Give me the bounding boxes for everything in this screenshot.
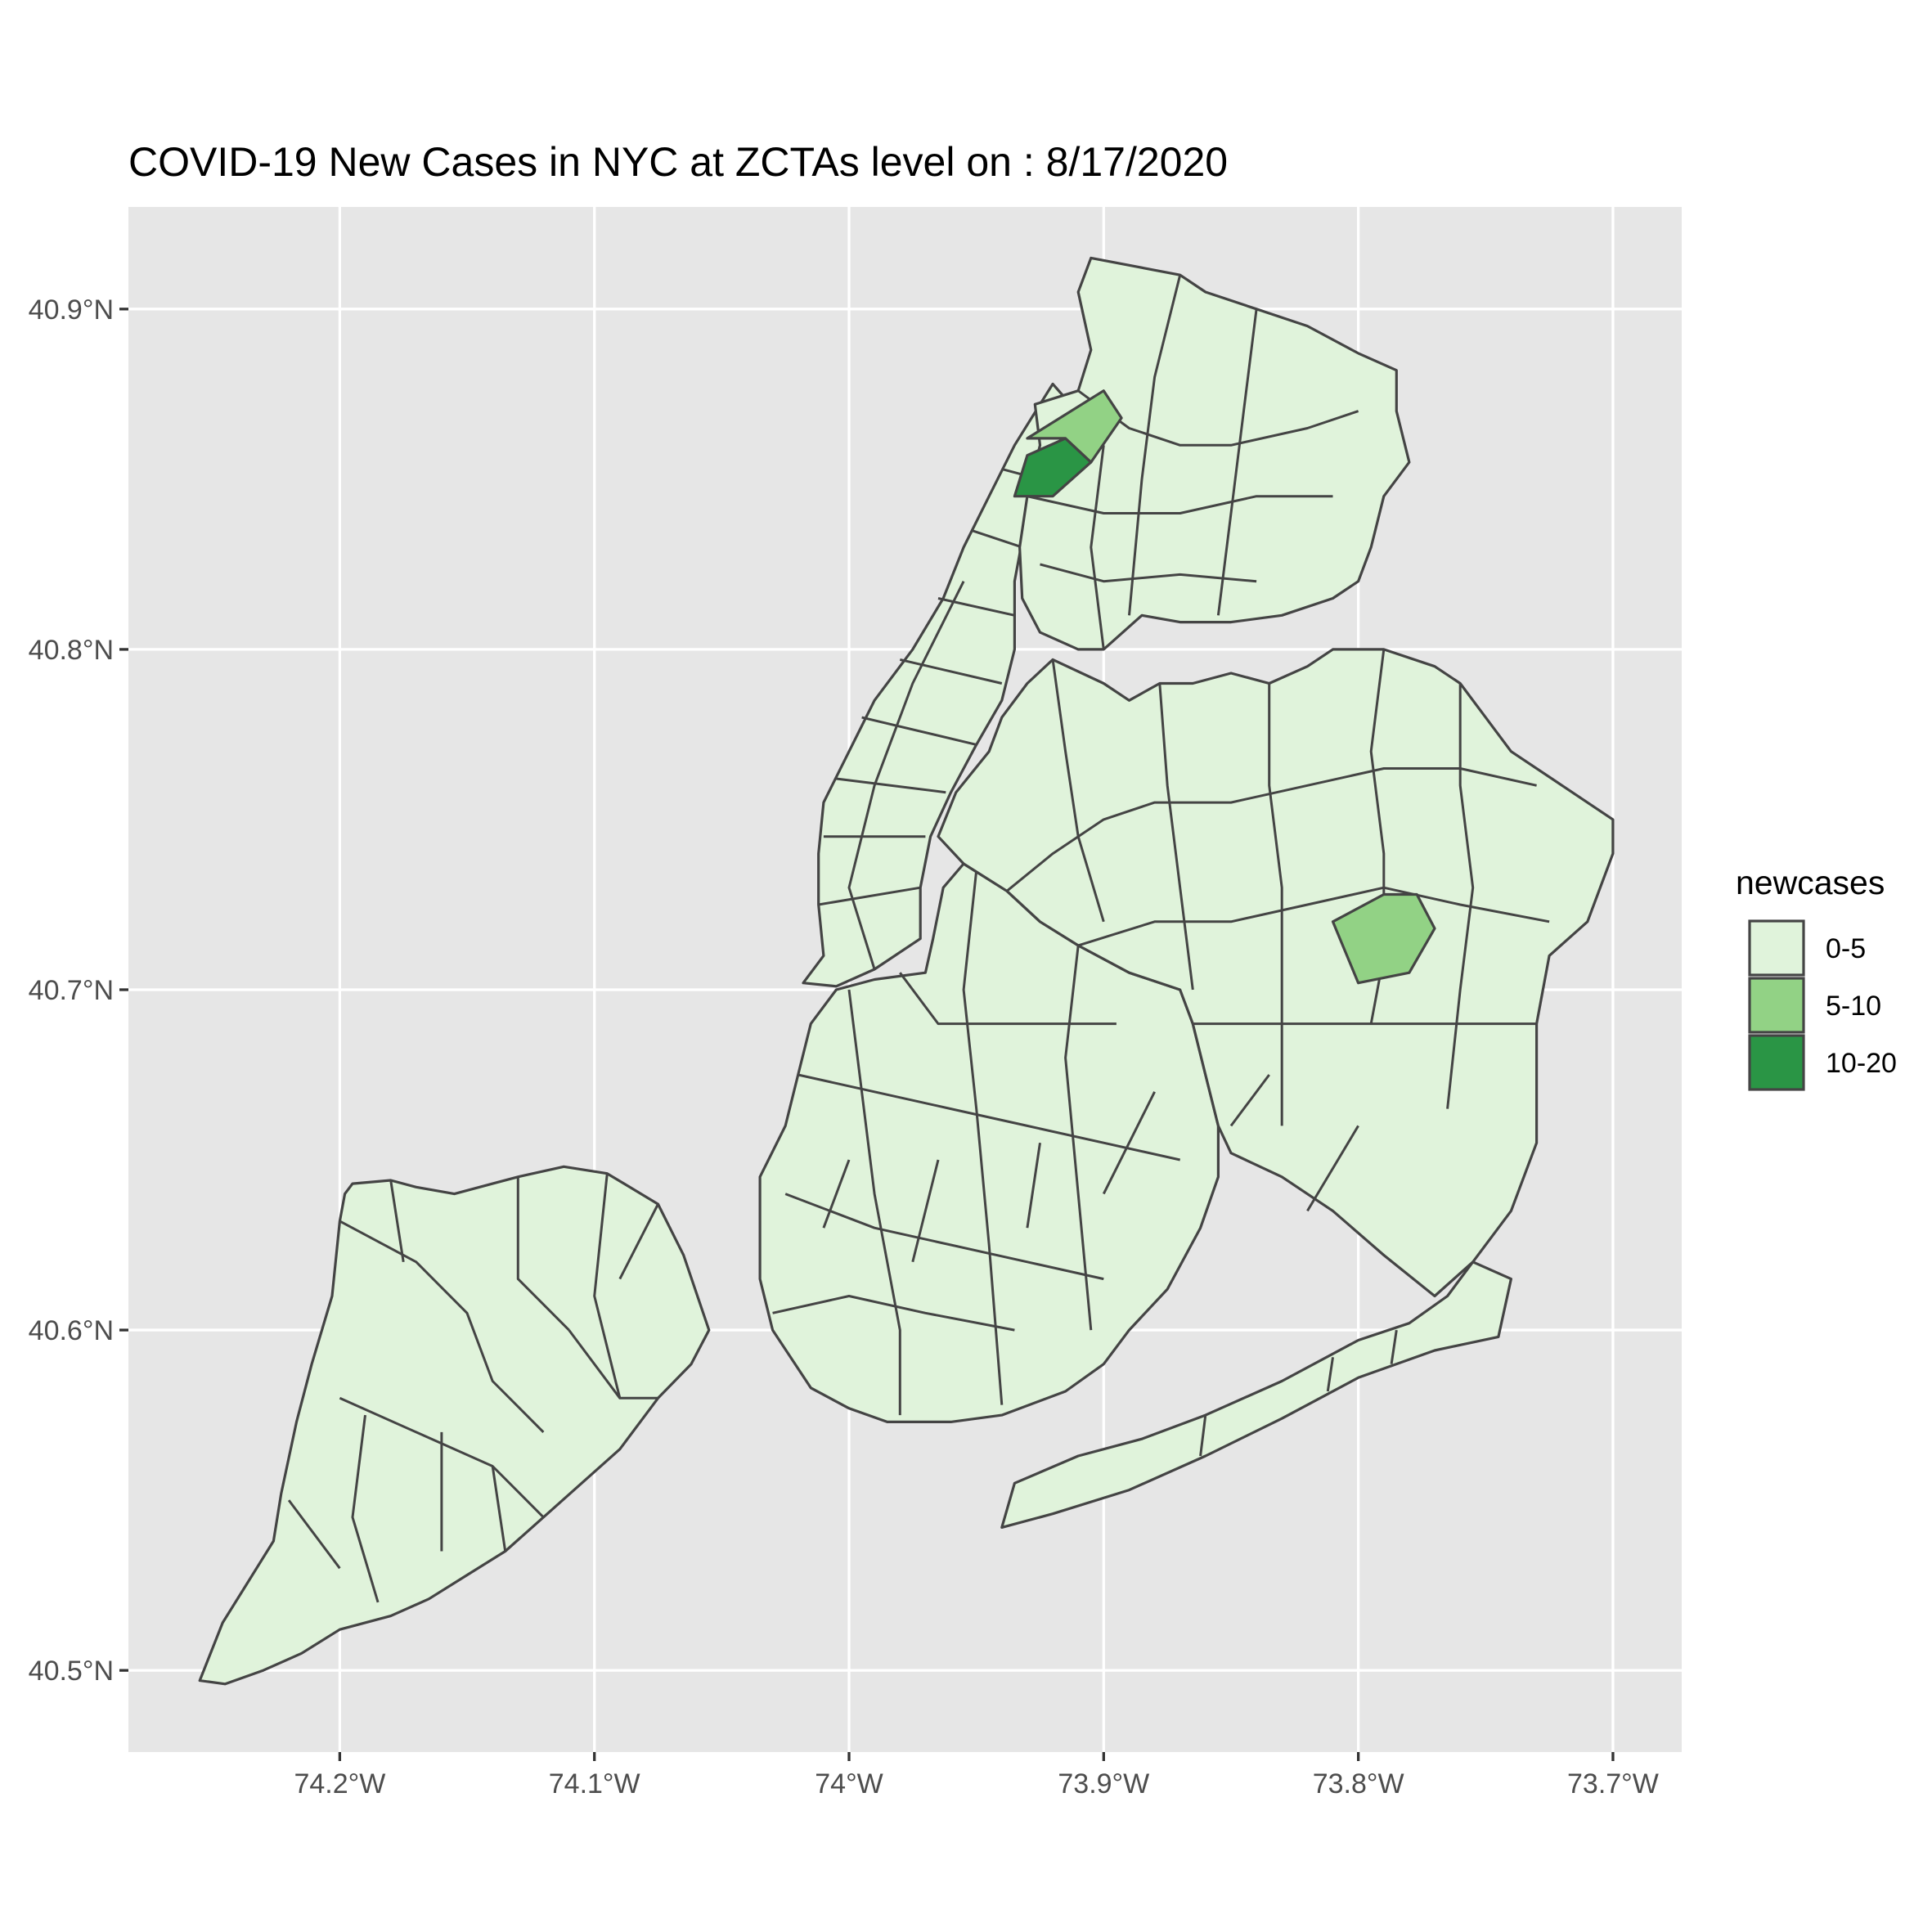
zcta-region	[1018, 256, 1411, 651]
zcta-boundary	[516, 1176, 570, 1332]
zcta-boundary	[847, 581, 965, 970]
zcta-boundary	[1306, 1125, 1359, 1212]
y-axis: 40.9°N 40.8°N 40.7°N 40.6°N 40.5°N	[29, 294, 128, 1687]
zcta-boundary	[1268, 683, 1283, 1126]
x-tick-label: 74.1°W	[549, 1768, 640, 1799]
zcta-boundary	[593, 1173, 622, 1399]
legend-label: 0-5	[1826, 933, 1866, 964]
zcta-boundary	[351, 1414, 380, 1603]
y-tick-label: 40.5°N	[29, 1656, 114, 1687]
legend-item: 10-20	[1748, 1034, 1897, 1091]
x-axis: 74.2°W 74.1°W 74°W 73.9°W 73.8°W 73.7°W	[294, 1752, 1659, 1799]
zcta-boundary	[822, 1159, 851, 1229]
zcta-boundary	[1027, 495, 1333, 514]
zcta-boundary	[1229, 1074, 1270, 1127]
legend-key	[1748, 919, 1805, 977]
zcta-boundary	[1446, 683, 1475, 1109]
legend-title: newcases	[1736, 864, 1885, 901]
legend-item: 5-10	[1748, 977, 1881, 1034]
zcta-regions	[198, 256, 1615, 1686]
zcta-group	[937, 648, 1615, 1298]
zcta-boundary	[1128, 274, 1182, 616]
zcta-group	[1018, 256, 1411, 651]
zcta-boundary	[970, 528, 1023, 549]
zcta-boundary	[818, 886, 921, 906]
zcta-boundary	[287, 1499, 341, 1570]
zcta-boundary	[772, 1295, 1015, 1332]
zcta-boundary	[568, 1329, 658, 1400]
legend-key	[1748, 1034, 1805, 1091]
y-tick-label: 40.7°N	[29, 975, 114, 1006]
zcta-boundary	[1216, 308, 1258, 616]
zcta-region	[1000, 1260, 1512, 1529]
zcta-boundary	[491, 1466, 507, 1552]
zcta-group	[1026, 389, 1123, 464]
legend-items: 0-5 5-10 10-20	[1748, 919, 1897, 1091]
zcta-boundary	[1326, 1357, 1334, 1392]
legend-key	[1748, 977, 1805, 1034]
y-tick-label: 40.8°N	[29, 635, 114, 666]
zcta-boundary	[899, 972, 1117, 1026]
zcta-boundary	[836, 777, 946, 794]
zcta-group	[1331, 892, 1436, 985]
zcta-boundary	[1077, 389, 1359, 447]
zcta-boundary	[1199, 1414, 1207, 1457]
x-tick-label: 74.2°W	[294, 1768, 385, 1799]
zcta-region	[1331, 892, 1436, 985]
zcta-group	[1013, 437, 1093, 498]
y-tick-label: 40.6°N	[29, 1315, 114, 1346]
zcta-boundary	[1390, 1329, 1398, 1364]
legend-label: 10-20	[1826, 1048, 1897, 1079]
zcta-boundary	[339, 1220, 545, 1433]
x-tick-label: 73.8°W	[1313, 1768, 1404, 1799]
zcta-boundary	[1077, 886, 1550, 947]
zcta-boundary	[847, 989, 901, 1416]
zcta-group	[758, 862, 1220, 1423]
map-title: COVID-19 New Cases in NYC at ZCTAs level…	[128, 139, 1228, 185]
zcta-boundary	[911, 1159, 940, 1263]
x-tick-label: 73.7°W	[1567, 1768, 1659, 1799]
zcta-boundary	[1051, 659, 1105, 923]
y-tick-label: 40.9°N	[29, 294, 114, 326]
zcta-group	[802, 382, 1072, 988]
zcta-group	[198, 1165, 711, 1686]
zcta-boundary	[861, 716, 977, 746]
zcta-boundary	[1026, 1142, 1041, 1229]
zcta-boundary	[899, 658, 1003, 685]
zcta-boundary	[339, 1396, 545, 1518]
zcta-boundary	[1006, 767, 1537, 892]
zcta-region	[1026, 389, 1123, 464]
zcta-boundary	[937, 597, 1015, 617]
zcta-boundary	[1040, 563, 1257, 583]
legend-item: 0-5	[1748, 919, 1866, 977]
zcta-boundary	[962, 870, 1004, 1405]
zcta-region	[937, 648, 1615, 1298]
legend-label: 5-10	[1826, 991, 1881, 1022]
zcta-region	[1013, 437, 1093, 498]
zcta-boundary	[389, 1179, 405, 1263]
zcta-boundary	[618, 1203, 659, 1280]
zcta-boundary	[1102, 1091, 1156, 1195]
zcta-boundary	[784, 1193, 1104, 1281]
x-tick-label: 74°W	[815, 1768, 883, 1799]
legend: newcases 0-5 5-10 10-20	[1736, 864, 1897, 1091]
zcta-boundary	[1158, 683, 1194, 991]
x-tick-label: 73.9°W	[1058, 1768, 1149, 1799]
zcta-boundary	[1064, 945, 1093, 1331]
zcta-boundary	[1090, 445, 1105, 650]
zcta-group	[1000, 1260, 1512, 1529]
